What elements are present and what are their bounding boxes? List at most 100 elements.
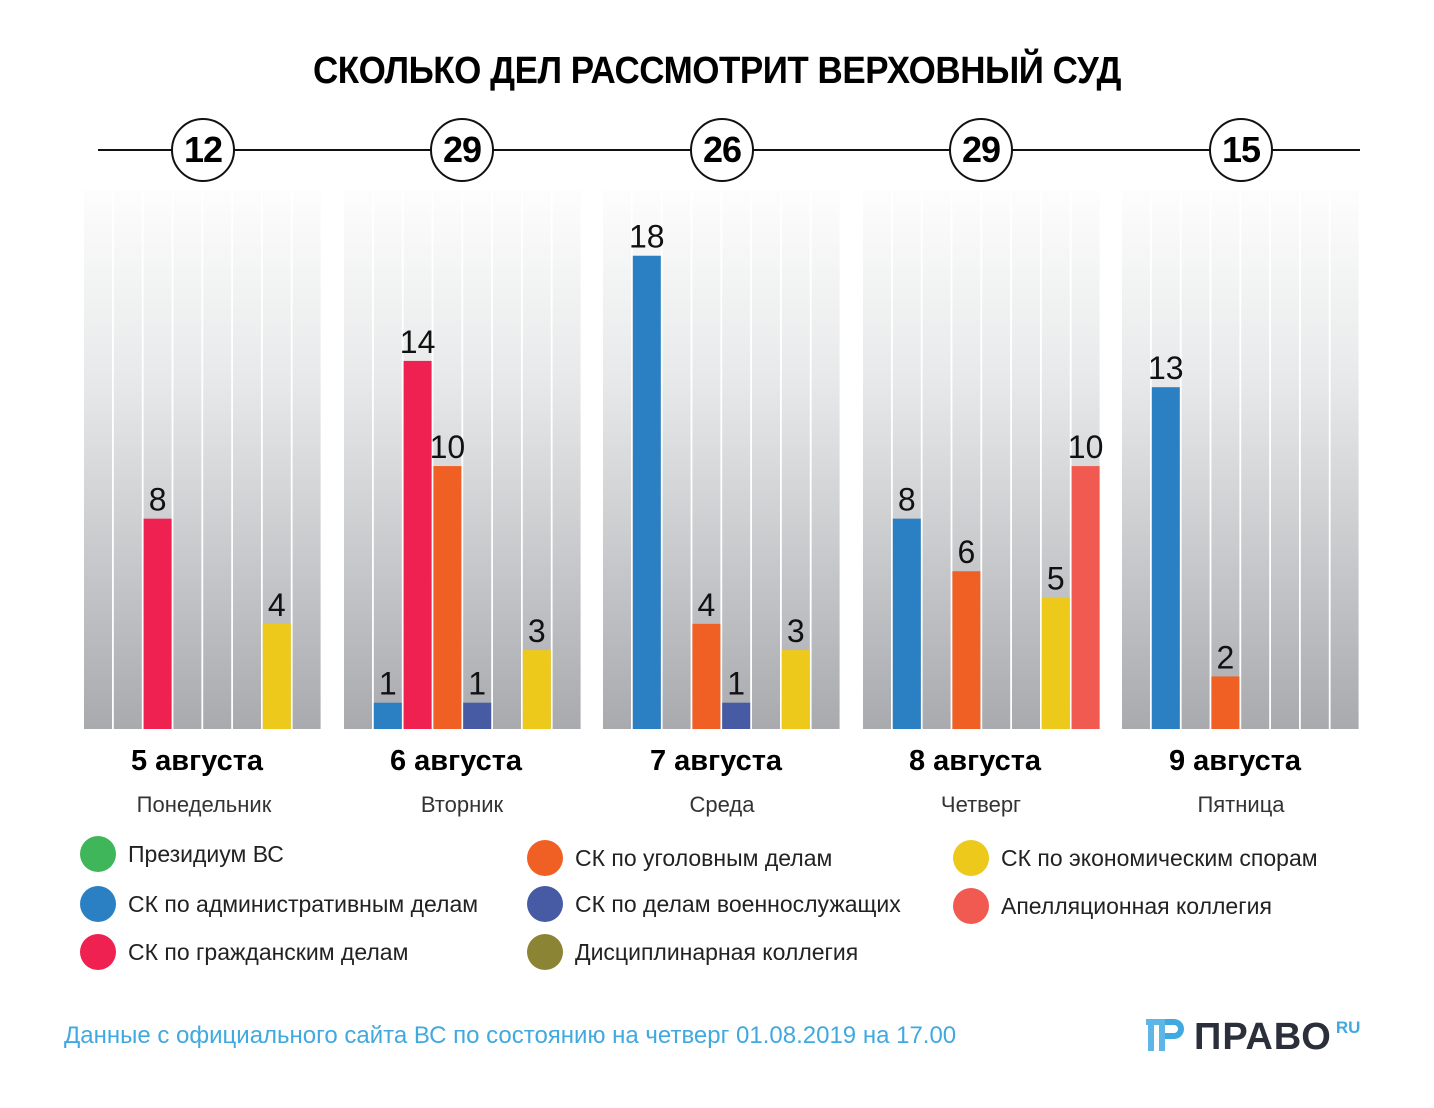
bar <box>1211 676 1240 729</box>
bar-value-label: 4 <box>268 587 286 623</box>
pravo-ru-logo: ПРАВО RU <box>1146 1017 1360 1057</box>
legend-item: Дисциплинарная коллегия <box>527 934 858 970</box>
bar-value-label: 1 <box>468 666 486 702</box>
date-label: 8 августа <box>908 745 1042 777</box>
column-background <box>233 190 261 729</box>
column-background <box>781 190 810 729</box>
column-background <box>84 190 112 729</box>
bar-value-label: 10 <box>1068 429 1104 465</box>
bar-value-label: 18 <box>629 219 665 255</box>
column-background <box>1012 190 1040 729</box>
column-background <box>203 190 232 729</box>
bar-value-label: 2 <box>1217 639 1235 675</box>
source-note: Данные с официального сайта ВС по состоя… <box>64 1022 957 1049</box>
day-total-badge: 12 <box>171 118 235 182</box>
column-background <box>113 190 142 729</box>
column-background <box>1181 190 1210 729</box>
pravo-logo-icon <box>1146 1019 1184 1051</box>
bar-value-label: 1 <box>379 666 397 702</box>
weekday-label: Пятница <box>1197 792 1285 817</box>
weekday-label: Вторник <box>420 792 504 817</box>
legend-swatch-icon <box>527 934 563 970</box>
bar-value-label: 3 <box>787 613 805 649</box>
bar <box>692 623 721 729</box>
column-background <box>463 190 492 729</box>
bar-value-label: 14 <box>400 324 436 360</box>
column-background <box>1271 190 1299 729</box>
weekday-label: Среда <box>689 792 755 817</box>
column-background <box>1300 190 1329 729</box>
column-background <box>1211 190 1240 729</box>
column-background <box>373 190 402 729</box>
bar <box>522 650 551 729</box>
legend-label: СК по административным делам <box>128 890 479 917</box>
legend-swatch-icon <box>953 888 989 924</box>
bar <box>1071 466 1100 729</box>
weekday-label: Понедельник <box>136 792 272 817</box>
column-background <box>1241 190 1270 729</box>
column-background <box>292 190 321 729</box>
legend-label: СК по делам военнослужащих <box>575 890 901 917</box>
date-label: 7 августа <box>649 745 783 777</box>
legend-swatch-icon <box>527 840 563 876</box>
date-label: 5 августа <box>130 745 264 777</box>
column-background <box>863 190 891 729</box>
bar <box>722 702 751 729</box>
legend-label: Апелляционная коллегия <box>1001 892 1272 919</box>
column-background <box>662 190 691 729</box>
day-total-badge: 29 <box>430 118 494 182</box>
bar-value-label: 5 <box>1047 561 1065 597</box>
bar <box>781 650 810 729</box>
bar <box>433 466 462 729</box>
bar <box>632 255 661 730</box>
legend-swatch-icon <box>527 886 563 922</box>
bar-value-label: 13 <box>1148 350 1184 386</box>
column-background <box>982 190 1011 729</box>
date-label: 6 августа <box>389 745 523 777</box>
bar <box>373 702 402 729</box>
bar-value-label: 4 <box>698 587 716 623</box>
legend-item: Президиум ВС <box>80 836 284 872</box>
bar <box>403 360 432 729</box>
bar <box>892 518 921 729</box>
bar <box>463 702 492 729</box>
logo-text: ПРАВО <box>1194 1016 1332 1058</box>
legend-label: СК по экономическим спорам <box>1001 844 1318 871</box>
column-background <box>922 190 951 729</box>
legend-swatch-icon <box>80 934 116 970</box>
legend-item: СК по делам военнослужащих <box>527 886 901 922</box>
legend-label: СК по гражданским делам <box>128 938 409 965</box>
column-background <box>344 190 372 729</box>
day-total-badge: 29 <box>949 118 1013 182</box>
bar <box>1151 387 1180 729</box>
bar <box>143 518 172 729</box>
bar-value-label: 1 <box>727 666 745 702</box>
column-background <box>603 190 631 729</box>
legend-label: СК по уголовным делам <box>575 844 833 871</box>
legend-item: СК по уголовным делам <box>527 840 832 876</box>
column-background <box>493 190 521 729</box>
column-background <box>173 190 202 729</box>
legend-label: Дисциплинарная коллегия <box>575 938 859 965</box>
date-label: 9 августа <box>1168 745 1302 777</box>
column-background <box>811 190 840 729</box>
legend-item: СК по гражданским делам <box>80 934 408 970</box>
bar-value-label: 8 <box>898 482 916 518</box>
day-total-badge: 15 <box>1209 118 1273 182</box>
legend-swatch-icon <box>80 886 116 922</box>
column-background <box>1122 190 1150 729</box>
weekday-label: Четверг <box>940 792 1022 817</box>
legend-label: Президиум ВС <box>128 840 284 867</box>
column-background <box>522 190 551 729</box>
chart-title: СКОЛЬКО ДЕЛ РАССМОТРИТ ВЕРХОВНЫЙ СУД <box>313 50 1121 92</box>
bar-value-label: 6 <box>958 534 976 570</box>
legend-item: СК по административным делам <box>80 886 478 922</box>
column-background <box>552 190 581 729</box>
legend-item: СК по экономическим спорам <box>953 840 1318 876</box>
column-background <box>752 190 780 729</box>
column-background <box>722 190 751 729</box>
column-background <box>1330 190 1359 729</box>
legend-swatch-icon <box>80 836 116 872</box>
bar-value-label: 8 <box>149 482 167 518</box>
